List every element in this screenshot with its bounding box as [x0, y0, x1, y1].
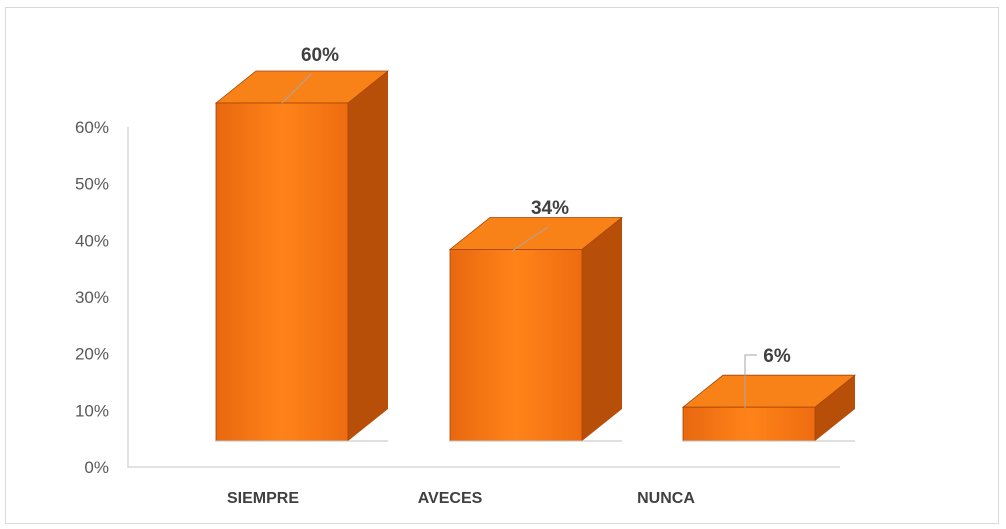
bar-side-face [582, 217, 622, 441]
bar-nunca [681, 374, 857, 442]
bar-front-face [682, 406, 816, 442]
data-label: 60% [301, 45, 339, 66]
data-label: 34% [531, 198, 569, 219]
data-label: 6% [763, 346, 791, 367]
leader-line [281, 73, 312, 104]
x-category-label: AVECES [418, 490, 483, 507]
chart-labels: 60% 34% 6% SIEMPRE AVECES NUNCA [227, 45, 791, 507]
y-tick-label: 20% [75, 345, 109, 364]
y-tick-label: 50% [75, 175, 109, 194]
bar-series [214, 70, 857, 442]
bar-front-face [449, 249, 583, 442]
bar-side-face [348, 71, 388, 441]
bar-front-face [215, 102, 349, 442]
leader-line [744, 354, 757, 408]
y-tick-label: 0% [84, 458, 109, 477]
bar-siempre [214, 70, 390, 442]
x-category-label: SIEMPRE [227, 490, 299, 507]
y-tick-label: 10% [75, 401, 109, 420]
y-tick-label: 60% [75, 118, 109, 137]
y-tick-label: 40% [75, 231, 109, 250]
x-category-label: NUNCA [637, 490, 695, 507]
bar-side-face [815, 375, 855, 441]
bar-aveces [448, 217, 624, 442]
y-tick-label: 30% [75, 288, 109, 307]
leader-line [511, 226, 549, 252]
chart-axes: 0% 10% 20% 30% 40% 50% 60% [75, 118, 840, 477]
